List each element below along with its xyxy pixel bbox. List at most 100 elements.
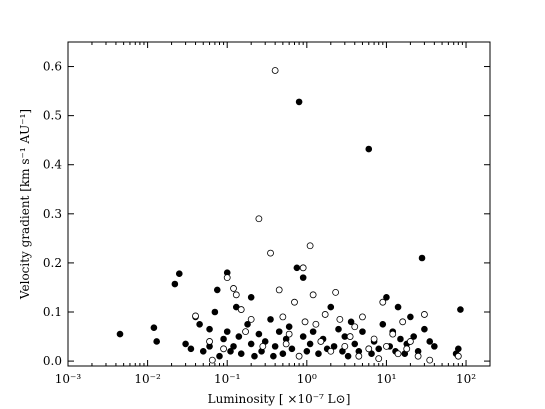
filled-point (293, 264, 301, 272)
x-tick-label: 10¹ (376, 372, 396, 386)
filled-point (220, 335, 227, 343)
open-point (341, 342, 349, 350)
filled-point (299, 333, 307, 340)
filled-point (182, 340, 189, 348)
y-tick-label: 0.1 (43, 305, 62, 319)
filled-point (211, 308, 219, 316)
open-point (282, 340, 290, 348)
y-tick-label: 0.3 (43, 207, 62, 221)
open-point (403, 345, 411, 353)
filled-point (426, 338, 434, 345)
filled-point (271, 343, 279, 350)
open-point (375, 355, 383, 363)
filled-point (309, 328, 317, 335)
filled-point (275, 328, 283, 335)
filled-point (410, 333, 417, 340)
open-point (220, 345, 227, 353)
open-point (355, 352, 363, 360)
open-point (312, 320, 320, 328)
open-point (332, 288, 340, 296)
filled-point (288, 345, 296, 353)
filled-point (407, 313, 414, 321)
open-point (279, 313, 287, 321)
filled-point (335, 325, 342, 333)
x-tick-label: 10⁻³ (55, 372, 82, 386)
filled-point (455, 345, 462, 353)
y-axis-label: Velocity gradient [km s⁻¹ AU⁻¹] (18, 109, 32, 300)
filled-point (255, 330, 263, 338)
x-tick-label: 10² (456, 372, 476, 386)
filled-point (421, 325, 428, 333)
filled-point (303, 347, 311, 355)
open-point (275, 286, 283, 294)
filled-point (315, 350, 322, 358)
filled-point (171, 280, 179, 288)
filled-point (306, 340, 314, 348)
open-point (379, 298, 387, 306)
open-point (295, 352, 303, 360)
open-point (291, 298, 298, 306)
open-point (301, 318, 309, 326)
open-point (299, 264, 307, 272)
filled-point (359, 328, 366, 335)
open-point (365, 345, 373, 353)
open-point (232, 291, 240, 299)
filled-point (187, 345, 195, 353)
open-point (309, 291, 317, 299)
open-point (359, 313, 366, 321)
filled-point (457, 306, 464, 313)
open-point (383, 342, 390, 350)
x-tick-label: 10⁻¹ (214, 372, 240, 386)
x-tick-label: 10⁻² (134, 372, 161, 386)
open-point (421, 311, 428, 318)
filled-point (150, 324, 158, 332)
filled-point (206, 325, 213, 333)
filled-point (365, 145, 373, 153)
open-point (394, 350, 402, 358)
plot-frame (67, 41, 491, 367)
open-point (208, 356, 216, 364)
filled-point (235, 333, 243, 340)
y-tick-label: 0.2 (43, 256, 62, 270)
open-point (406, 338, 414, 345)
filled-point (247, 293, 255, 301)
filled-point (267, 316, 274, 323)
filled-point (431, 343, 438, 350)
filled-point (379, 320, 387, 328)
filled-point (375, 345, 383, 353)
open-point (454, 352, 462, 360)
x-axis-label: Luminosity [ ×10⁻⁷ L⊙] (208, 392, 351, 406)
filled-point (418, 254, 426, 262)
filled-point (270, 352, 277, 360)
y-tick-label: 0.6 (43, 60, 62, 74)
filled-point (244, 320, 251, 328)
open-point (206, 338, 213, 345)
filled-point (116, 330, 124, 338)
open-point (230, 285, 237, 292)
open-point (426, 356, 434, 364)
open-point (351, 323, 359, 331)
open-point (271, 67, 279, 74)
filled-point (330, 343, 338, 350)
open-point (336, 315, 344, 323)
filled-point (230, 343, 237, 350)
filled-point (196, 320, 203, 328)
open-point (389, 330, 397, 338)
filled-point (344, 352, 352, 360)
filled-point (285, 323, 293, 331)
open-point (223, 274, 231, 282)
open-point (321, 311, 329, 318)
filled-point (213, 286, 221, 294)
filled-point (394, 303, 402, 311)
filled-point (223, 328, 231, 335)
filled-point (247, 340, 255, 348)
filled-point (251, 352, 258, 360)
filled-point (327, 303, 335, 311)
open-point (242, 328, 249, 336)
filled-point (347, 318, 355, 326)
filled-point (279, 350, 287, 358)
y-tick-label: 0.0 (43, 354, 62, 368)
filled-point (295, 98, 303, 106)
open-point (317, 338, 325, 345)
